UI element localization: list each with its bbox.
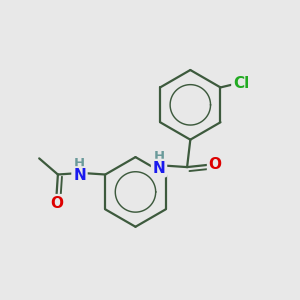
Text: O: O <box>209 157 222 172</box>
Text: H: H <box>154 150 165 163</box>
Text: Cl: Cl <box>233 76 249 91</box>
Text: H: H <box>74 158 85 170</box>
Text: N: N <box>153 160 165 175</box>
Text: O: O <box>50 196 63 211</box>
Text: N: N <box>73 168 86 183</box>
